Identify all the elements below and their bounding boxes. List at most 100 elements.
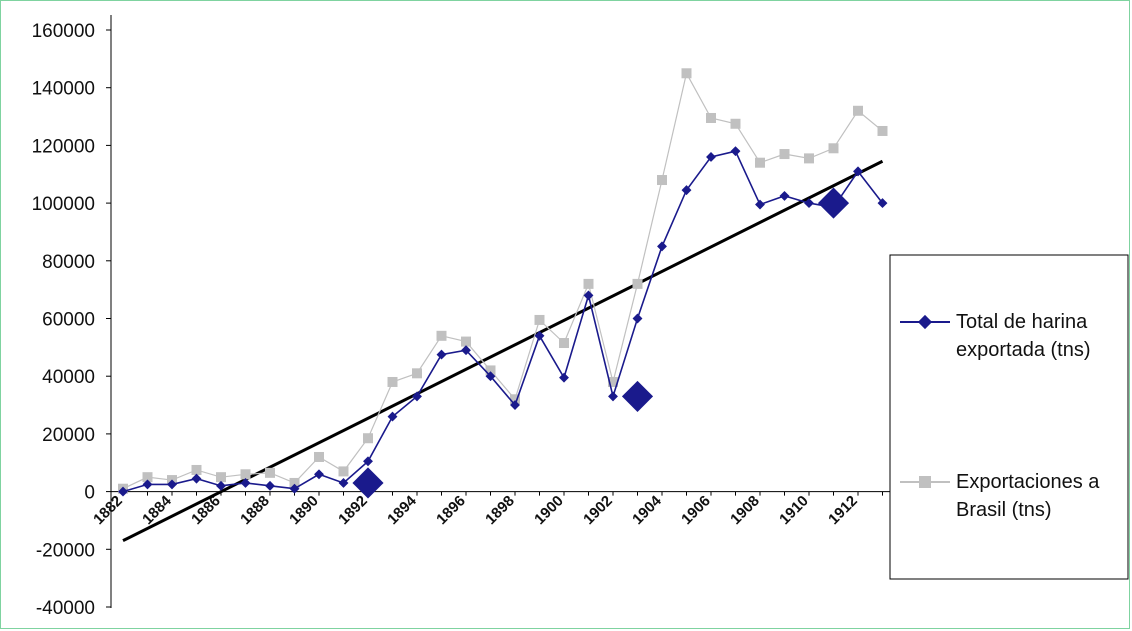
x-tick-label: 1902 (580, 492, 616, 528)
x-tick-label: 1896 (433, 492, 469, 528)
x-tick-label: 1910 (776, 492, 812, 528)
data-point-total (681, 185, 692, 196)
data-point-brasil (265, 467, 275, 478)
data-point-brasil (583, 278, 594, 289)
legend-swatch-total-marker (917, 314, 933, 330)
y-tick-label: 0 (84, 483, 95, 504)
y-tick-label: -40000 (36, 598, 95, 619)
data-point-brasil (632, 278, 643, 289)
data-point-total (853, 166, 863, 177)
data-point-brasil (485, 365, 496, 376)
data-point-total (363, 456, 373, 467)
data-point-brasil (142, 472, 153, 483)
data-point-total (706, 151, 716, 162)
data-point-total (387, 411, 398, 422)
data-point-brasil (730, 118, 741, 129)
legend-swatch-brasil-marker (919, 476, 931, 488)
data-point-brasil (534, 314, 545, 325)
data-point-total (804, 198, 814, 209)
data-point-brasil (657, 175, 667, 186)
data-point-total (779, 190, 790, 201)
data-point-total (583, 290, 594, 301)
data-point-brasil (412, 368, 422, 379)
legend-label-brasil-line1: Exportaciones a (956, 471, 1100, 493)
x-tick-label: 1898 (482, 492, 518, 528)
x-tick-label: 1894 (384, 492, 420, 528)
highlight-marker (621, 380, 654, 412)
y-tick-label: -20000 (36, 540, 95, 561)
data-point-brasil (387, 376, 398, 387)
data-point-total (632, 313, 643, 324)
y-tick-label: 120000 (32, 136, 95, 157)
data-point-brasil (363, 433, 373, 444)
data-point-total (461, 345, 471, 356)
data-point-total (338, 477, 349, 488)
x-tick-label: 1906 (678, 492, 714, 528)
data-point-brasil (436, 330, 447, 341)
data-point-brasil (338, 466, 349, 477)
data-point-brasil (559, 338, 569, 349)
data-point-brasil (191, 464, 202, 475)
x-tick-label: 1904 (629, 492, 665, 528)
data-point-total (877, 198, 888, 209)
data-point-total (534, 330, 545, 341)
data-point-total (412, 391, 422, 402)
y-tick-label: 80000 (42, 252, 95, 273)
data-point-brasil (804, 153, 814, 164)
series-line-total (122, 150, 884, 493)
x-tick-label: 1890 (286, 492, 322, 528)
data-point-brasil (755, 157, 765, 168)
y-tick-label: 40000 (42, 367, 95, 388)
data-point-total (142, 479, 153, 490)
data-point-total (314, 469, 324, 480)
legend: Total de harina exportada (tns) Exportac… (889, 254, 1129, 580)
data-point-brasil (681, 68, 692, 79)
y-tick-label: 140000 (32, 79, 95, 100)
data-point-brasil (216, 472, 226, 483)
data-point-brasil (779, 149, 790, 160)
legend-label-brasil-line2: Brasil (tns) (956, 499, 1052, 521)
data-point-total (265, 480, 275, 491)
y-tick-label: 20000 (42, 425, 95, 446)
data-point-total (559, 372, 569, 383)
data-point-total (289, 483, 300, 494)
data-point-brasil (289, 477, 300, 488)
x-tick-label: 1912 (825, 492, 861, 528)
y-tick-label: 100000 (32, 194, 95, 215)
x-tick-label: 1888 (237, 492, 273, 528)
y-tick-label: 160000 (32, 21, 95, 42)
x-tick-label: 1882 (90, 492, 126, 528)
data-point-total (730, 146, 741, 157)
data-point-total (608, 391, 618, 402)
data-point-brasil (853, 105, 863, 116)
data-point-total (167, 479, 177, 490)
x-tick-label: 1900 (531, 492, 567, 528)
series-layer (118, 68, 888, 497)
data-point-total (485, 371, 496, 382)
highlight-marker (352, 467, 384, 499)
data-point-total (436, 349, 447, 360)
series-line-brasil (122, 71, 883, 490)
data-point-total (657, 241, 667, 252)
y-tick-label: 60000 (42, 310, 95, 331)
data-point-total (191, 473, 202, 484)
data-point-brasil (828, 143, 839, 154)
data-point-brasil (314, 451, 324, 462)
data-point-total (240, 477, 251, 488)
legend-label-total-line1: Total de harina (956, 311, 1088, 333)
data-point-total (755, 199, 765, 210)
data-point-total (216, 480, 226, 491)
legend-box (889, 254, 1129, 580)
data-point-total (510, 400, 520, 410)
x-tick-label: 1908 (727, 492, 763, 528)
legend-label-total-line2: exportada (tns) (956, 339, 1091, 361)
data-point-brasil (510, 394, 520, 405)
x-tick-label: 1892 (335, 492, 371, 528)
axes: 160000 140000 120000 100000 80000 60000 40000 2… (32, 15, 890, 619)
data-point-brasil (461, 336, 471, 347)
data-point-brasil (240, 469, 251, 480)
data-point-brasil (877, 125, 888, 136)
data-point-brasil (608, 376, 618, 387)
